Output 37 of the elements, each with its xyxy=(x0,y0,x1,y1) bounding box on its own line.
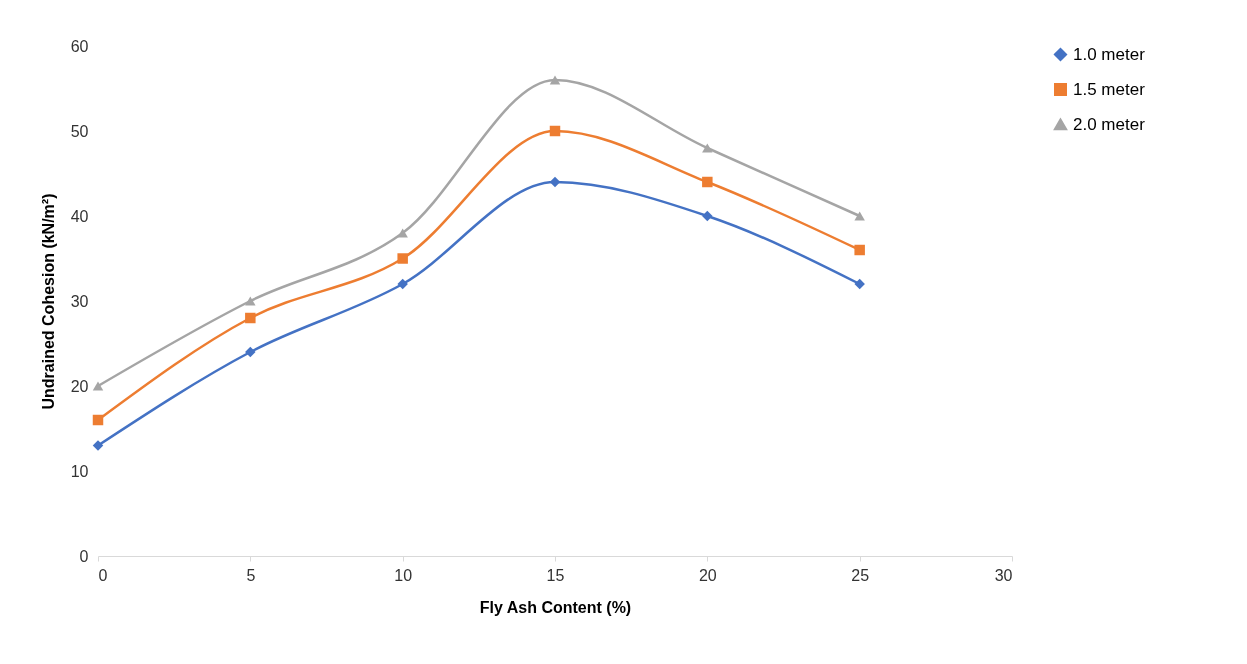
point xyxy=(245,296,256,306)
point xyxy=(245,312,256,324)
point xyxy=(702,176,713,188)
x-tick-label: 30 xyxy=(994,566,1013,584)
point xyxy=(549,125,561,137)
point xyxy=(397,253,408,264)
point xyxy=(702,143,713,153)
x-axis-title: Fly Ash Content (%) xyxy=(479,598,632,616)
y-axis-title: Undrained Cohesion (kN/m²) xyxy=(39,193,57,410)
point xyxy=(702,210,713,222)
y-tick-label: 10 xyxy=(70,462,89,480)
point xyxy=(854,211,865,221)
x-tick-label: 20 xyxy=(698,566,717,584)
y-tick-label: 0 xyxy=(79,547,89,565)
legend-label: 1.0 meter xyxy=(1073,44,1146,64)
point xyxy=(397,278,408,290)
point xyxy=(854,278,865,290)
legend-label: 2.0 meter xyxy=(1073,114,1146,134)
y-tick-label: 40 xyxy=(70,207,89,225)
point xyxy=(92,414,104,426)
point xyxy=(549,176,561,188)
point xyxy=(245,346,256,358)
x-tick-label: 5 xyxy=(246,566,256,584)
x-tick-label: 0 xyxy=(98,566,108,584)
y-tick-label: 30 xyxy=(70,292,89,310)
legend-label: 1.5 meter xyxy=(1073,79,1146,99)
y-tick-label: 50 xyxy=(70,122,89,140)
x-tick-label: 15 xyxy=(546,566,565,584)
y-tick-label: 20 xyxy=(70,377,89,395)
x-tick-label: 25 xyxy=(851,566,870,584)
x-tick-label: 10 xyxy=(394,566,413,584)
point xyxy=(549,75,561,85)
point xyxy=(397,228,408,238)
point xyxy=(92,381,104,391)
point xyxy=(854,244,865,256)
y-tick-label: 60 xyxy=(70,37,89,55)
point xyxy=(92,440,104,451)
